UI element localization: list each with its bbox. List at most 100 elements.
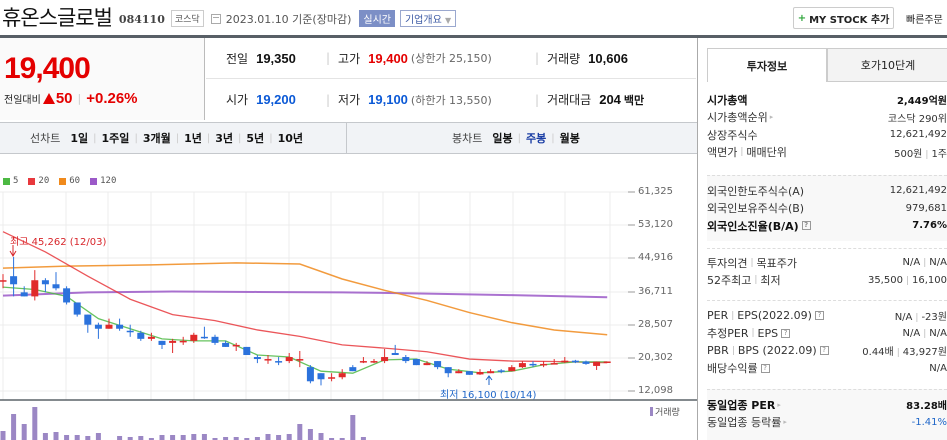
- chart-period-bar: 선차트 1일 | 1주일 | 3개월 | 1년 | 3년 | 5년 | 10년 봉차트 일봉 | 주봉 | 월봉: [0, 122, 697, 154]
- volume: | 거래량 10,606: [535, 50, 628, 67]
- arrow-right-icon[interactable]: ▸: [769, 113, 774, 122]
- legend-item: 20: [28, 176, 49, 186]
- volume-label: 거래량: [547, 51, 581, 66]
- y-tick-label: 44,916: [638, 252, 673, 263]
- open-label: 시가: [226, 93, 249, 107]
- info-label: 배당수익률?: [707, 360, 770, 376]
- info-label-text: 외국인소진율(B/A): [707, 219, 799, 233]
- line-chart-title: 선차트: [30, 132, 61, 145]
- y-tick-label: 36,711: [638, 286, 673, 297]
- info-value-text: N/A: [894, 312, 913, 324]
- info-label: 액면가 | 매매단위: [707, 144, 787, 160]
- divider: |: [754, 275, 758, 286]
- amount-label: 거래대금: [547, 93, 592, 107]
- line-period-option[interactable]: 3개월: [142, 132, 171, 145]
- candle-period-option[interactable]: 주봉: [526, 132, 547, 145]
- change-value: 50: [55, 90, 73, 107]
- info-value-text: 코스닥 290위: [887, 113, 947, 125]
- help-icon[interactable]: ?: [819, 346, 829, 356]
- info-label-text: 추정PER: [707, 327, 749, 341]
- plus-icon: +: [797, 12, 807, 24]
- tab-invest-info[interactable]: 투자정보: [707, 48, 827, 82]
- price-chart[interactable]: [0, 155, 697, 440]
- current-price: 19,400: [4, 52, 91, 85]
- legend-item: 60: [59, 176, 80, 186]
- change-percent: +0.26%: [86, 90, 138, 107]
- info-label-text: 배당수익률: [707, 362, 758, 376]
- candle-period-option[interactable]: 일봉: [492, 132, 513, 145]
- info-value: 0.44배 | 43,927원: [862, 343, 947, 358]
- realtime-button[interactable]: 실시간: [359, 10, 395, 27]
- add-mystock-button[interactable]: + MY STOCK 추가: [793, 7, 894, 29]
- info-label: 외국인소진율(B/A)?: [707, 218, 811, 234]
- candle-period-option[interactable]: 월봉: [559, 132, 580, 145]
- volume-value: 10,606: [588, 50, 628, 66]
- divider: |: [206, 132, 211, 144]
- info-label: 동일업종 등락률 ▸: [707, 414, 787, 430]
- y-tick-label: 20,302: [638, 352, 673, 363]
- help-icon[interactable]: ?: [781, 328, 791, 338]
- divider: |: [731, 310, 735, 321]
- divider: |: [923, 328, 927, 339]
- line-period-option[interactable]: 1년: [184, 132, 202, 145]
- y-tick-label: 28,507: [638, 319, 673, 330]
- info-value-text: 12,621,492: [889, 185, 947, 197]
- divider: |: [238, 132, 242, 144]
- info-value-text: 0.44배: [862, 347, 894, 359]
- info-value: N/A | N/A: [903, 257, 947, 268]
- legend-swatch: [28, 177, 36, 185]
- info-label: 52주최고 | 최저: [707, 272, 781, 288]
- low-annotation: 최저 16,100 (10/14): [440, 390, 537, 401]
- industry-section: 동일업종 PER ▸ 83.28배 동일업종 등락률 ▸ -1.41%: [707, 389, 947, 440]
- legend-swatch: [3, 177, 10, 185]
- info-label-text: 외국인보유주식수(B): [707, 202, 805, 216]
- info-value: 35,500 | 16,100: [868, 275, 947, 286]
- help-icon[interactable]: ?: [801, 221, 811, 231]
- company-info-dropdown[interactable]: 기업개요 ▼: [399, 10, 457, 27]
- candlestick-chart: [0, 191, 697, 440]
- line-period-option[interactable]: 10년: [277, 132, 303, 145]
- divider: |: [740, 147, 744, 158]
- info-label: 외국인한도주식수(A): [707, 183, 804, 199]
- info-value: -1.41%: [912, 417, 947, 428]
- chevron-down-icon: ▼: [444, 16, 452, 25]
- info-label-text: PBR: [707, 344, 729, 358]
- line-period-option[interactable]: 1일: [70, 132, 89, 145]
- info-value-text: -23원: [921, 312, 947, 324]
- high-price: | 고가 19,400 (상한가 25,150): [326, 50, 492, 67]
- info-label-text: 외국인한도주식수(A): [707, 184, 805, 198]
- help-icon[interactable]: ?: [760, 363, 770, 373]
- info-value-text: N/A: [902, 327, 921, 339]
- divider: |: [551, 132, 555, 144]
- tab-orderbook[interactable]: 호가10단계: [827, 48, 947, 82]
- info-value-text: -1.41%: [911, 416, 947, 428]
- divider: |: [915, 313, 919, 324]
- legend-swatch: [59, 177, 67, 185]
- line-period-option[interactable]: 3년: [215, 132, 234, 145]
- quick-order-link[interactable]: 빠른주문: [906, 15, 943, 26]
- info-row: 외국인소진율(B/A)? 7.76%: [707, 217, 947, 235]
- info-value-text: 83.28배: [906, 401, 947, 413]
- info-value-text: 7.76%: [912, 220, 947, 232]
- quote-row: 전일 19,350 | 고가 19,400 (상한가 25,150) | 거래량…: [206, 38, 696, 79]
- arrow-right-icon[interactable]: ▸: [783, 418, 787, 427]
- help-icon[interactable]: ?: [814, 311, 824, 321]
- quote-table: 전일 19,350 | 고가 19,400 (상한가 25,150) | 거래량…: [206, 38, 696, 120]
- line-period-option[interactable]: 5년: [246, 132, 265, 145]
- arrow-right-icon[interactable]: ▸: [777, 400, 781, 409]
- divider: |: [535, 92, 540, 107]
- invest-info-panel: 투자정보 호가10단계 시가총액 2,449억원 시가총액순위 ▸ 코스닥 290위 상장…: [707, 48, 947, 440]
- up-triangle-icon: [42, 93, 55, 104]
- info-value: 2,449억원: [897, 92, 947, 107]
- prev-close-value: 19,350: [256, 50, 296, 66]
- quote-row: 시가 19,200 | 저가 19,100 (하한가 13,550) | 거래대…: [206, 79, 696, 120]
- line-chart-options: 선차트 1일 | 1주일 | 3개월 | 1년 | 3년 | 5년 | 10년: [0, 123, 347, 153]
- panel-divider: [697, 38, 698, 440]
- line-period-option[interactable]: 1주일: [101, 132, 130, 145]
- legend-item: 120: [90, 176, 116, 186]
- stock-code: 084110: [118, 12, 165, 26]
- info-label-text: 투자의견: [707, 256, 748, 270]
- prev-close-label: 전일: [226, 51, 249, 66]
- info-label: 상장주식수: [707, 127, 758, 143]
- info-value-text: 2,449억원: [896, 96, 947, 108]
